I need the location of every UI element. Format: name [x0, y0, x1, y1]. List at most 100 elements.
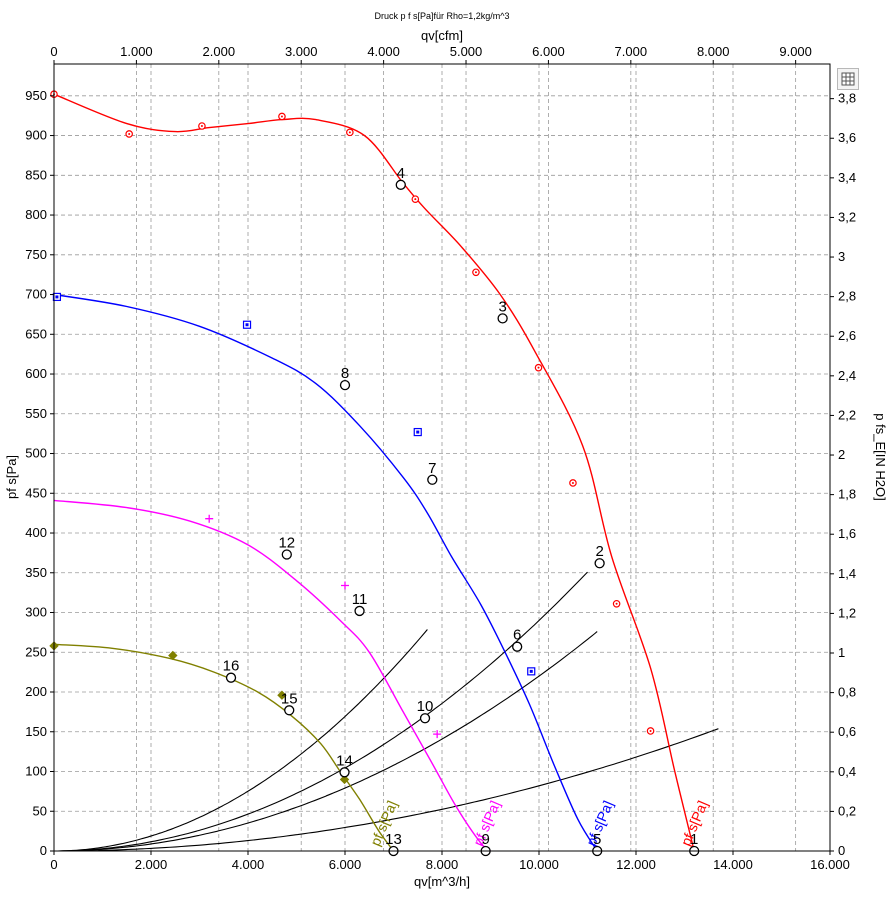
- y2-tick-label: 3,8: [838, 91, 856, 106]
- operating-point-label: 2: [595, 543, 603, 560]
- system-curve-line: [53, 629, 428, 852]
- operating-point-label: 10: [417, 698, 434, 715]
- y2-tick-label: 0,8: [838, 685, 856, 700]
- y-tick-label: 850: [25, 167, 47, 182]
- x-tick-label: 10.000: [519, 857, 559, 872]
- measured-point: [277, 690, 287, 700]
- y-tick-label: 800: [25, 207, 47, 222]
- table-icon: [841, 72, 855, 86]
- series-line: [53, 499, 491, 852]
- measured-point-dot: [537, 366, 540, 369]
- operating-point-label: 16: [223, 658, 240, 675]
- y-tick-label: 50: [33, 803, 47, 818]
- y-tick-label: 750: [25, 247, 47, 262]
- operating-point-label: 6: [513, 627, 521, 644]
- measured-point: [205, 514, 214, 523]
- y-tick-label: 650: [25, 326, 47, 341]
- grid: [53, 64, 831, 852]
- series-line: [53, 293, 598, 852]
- y-tick-label: 550: [25, 406, 47, 421]
- x-axis-title: qv[m^3/h]: [414, 874, 470, 889]
- measured-point-dot: [200, 125, 203, 128]
- operating-point-label: 7: [428, 460, 436, 477]
- operating-point: [419, 713, 431, 724]
- operating-point: [281, 549, 292, 560]
- y2-tick-label: 0,6: [838, 724, 856, 739]
- y2-tick-label: 2,8: [838, 289, 856, 304]
- operating-point: [339, 767, 350, 778]
- operating-point: [512, 641, 523, 652]
- measured-point: [339, 774, 350, 785]
- x2-tick-label: 4.000: [367, 44, 400, 59]
- measured-point-dot: [245, 323, 249, 327]
- operating-point: [225, 672, 237, 683]
- chart-table-button[interactable]: [837, 68, 859, 90]
- y2-tick-label: 3,6: [838, 130, 856, 145]
- y2-tick-label: 2,6: [838, 328, 856, 343]
- y2-tick-label: 3,4: [838, 170, 856, 185]
- measured-point-dot: [649, 729, 652, 732]
- y-tick-label: 700: [25, 287, 47, 302]
- operating-point-label: 11: [352, 591, 368, 608]
- y-axis-title: pf s[Pa]: [4, 455, 19, 499]
- y-tick-label: 100: [25, 764, 47, 779]
- y-tick-label: 200: [25, 684, 47, 699]
- operating-point: [497, 313, 508, 324]
- measured-point-dot: [529, 669, 533, 673]
- y2-tick-label: 1,4: [838, 566, 856, 581]
- operating-point-label: 15: [281, 690, 298, 707]
- y-tick-label: 900: [25, 128, 47, 143]
- x-tick-label: 4.000: [232, 857, 265, 872]
- operating-point: [395, 179, 406, 190]
- x2-tick-label: 6.000: [532, 44, 565, 59]
- x2-tick-label: 7.000: [615, 44, 648, 59]
- y2-axis-title: p fs_E[IN H2O]: [873, 413, 888, 500]
- x-tick-label: 16.000: [810, 857, 850, 872]
- y-tick-label: 400: [25, 525, 47, 540]
- x2-tick-label: 9.000: [779, 44, 812, 59]
- operating-point-label: 14: [336, 752, 353, 769]
- operating-point-label: 13: [385, 831, 402, 848]
- y-tick-label: 150: [25, 724, 47, 739]
- measured-point-dot: [615, 602, 618, 605]
- y-tick-label: 600: [25, 366, 47, 381]
- y-tick-label: 350: [25, 565, 47, 580]
- system-curve-line: [53, 631, 598, 852]
- operating-point-label: 4: [397, 165, 405, 182]
- y-tick-label: 450: [25, 485, 47, 500]
- operating-point-label: 5: [593, 831, 601, 848]
- system-curve-line: [54, 728, 719, 852]
- chart-title: Druck p f s[Pa]für Rho=1,2kg/m^3: [374, 11, 509, 21]
- x2-tick-label: 2.000: [203, 44, 236, 59]
- operating-point: [354, 605, 365, 617]
- y2-tick-label: 3: [838, 249, 845, 264]
- axes: 0 2.000 4.000 6.000 8.000 10.000 12.000 14.000 1…: [25, 44, 856, 872]
- operating-point-label: 9: [481, 831, 489, 848]
- operating-point: [339, 380, 351, 391]
- x2-tick-label: 3.000: [285, 44, 318, 59]
- y-tick-label: 0: [40, 843, 47, 858]
- y2-tick-label: 0: [838, 843, 845, 858]
- series-line: [53, 93, 695, 852]
- y2-tick-label: 1: [838, 645, 845, 660]
- operating-point: [427, 474, 438, 485]
- x-tick-label: 12.000: [616, 857, 656, 872]
- measured-point-dot: [416, 430, 420, 434]
- x-tick-label: 0: [50, 857, 57, 872]
- measured-point-dot: [414, 198, 417, 201]
- operating-point: [284, 705, 295, 716]
- measured-point-dot: [280, 115, 283, 118]
- operating-point-label: 8: [341, 365, 349, 382]
- x2-axis-title: qv[cfm]: [421, 28, 463, 43]
- system-curve-line: [53, 571, 588, 852]
- series-line: [53, 643, 395, 852]
- y2-tick-label: 1,6: [838, 526, 856, 541]
- x2-tick-label: 1.000: [120, 44, 153, 59]
- x2-tick-label: 0: [50, 44, 57, 59]
- measured-point-dot: [348, 131, 351, 134]
- operating-point: [594, 558, 605, 569]
- measured-point-dot: [128, 132, 131, 135]
- y2-tick-label: 0,4: [838, 764, 856, 779]
- measured-point: [341, 581, 349, 590]
